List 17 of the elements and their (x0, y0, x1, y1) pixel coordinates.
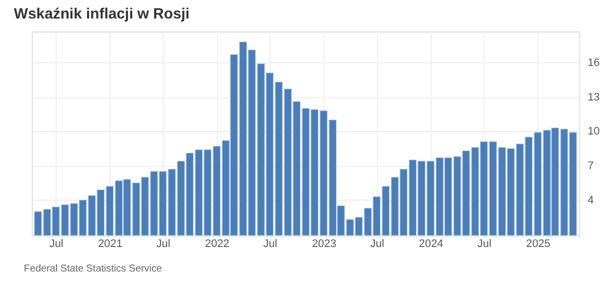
x-tick-label: 2021 (98, 238, 122, 250)
y-tick-label: 7 (588, 160, 594, 172)
x-tick-label: Jul (49, 238, 64, 250)
x-tick-label: 2022 (205, 238, 230, 250)
text: Federal State Statistics Service (24, 263, 162, 274)
y-tick-label: 13 (588, 91, 600, 104)
y-tick-label: 10 (588, 126, 600, 138)
chart-title: Wskaźnik inflacji w Rosji (14, 6, 190, 23)
y-tick-label: 4 (588, 194, 594, 206)
x-tick-label: Jul (477, 238, 492, 250)
x-tick-label: 2024 (418, 238, 444, 250)
x-tick-label: 2025 (526, 238, 550, 250)
y-tick-label: 16 (588, 56, 600, 69)
x-tick-label: Jul (156, 238, 170, 250)
x-tick-label: Jul (370, 238, 384, 250)
x-tick-label: Jul (263, 238, 278, 250)
x-tick-label: 2023 (312, 238, 336, 250)
